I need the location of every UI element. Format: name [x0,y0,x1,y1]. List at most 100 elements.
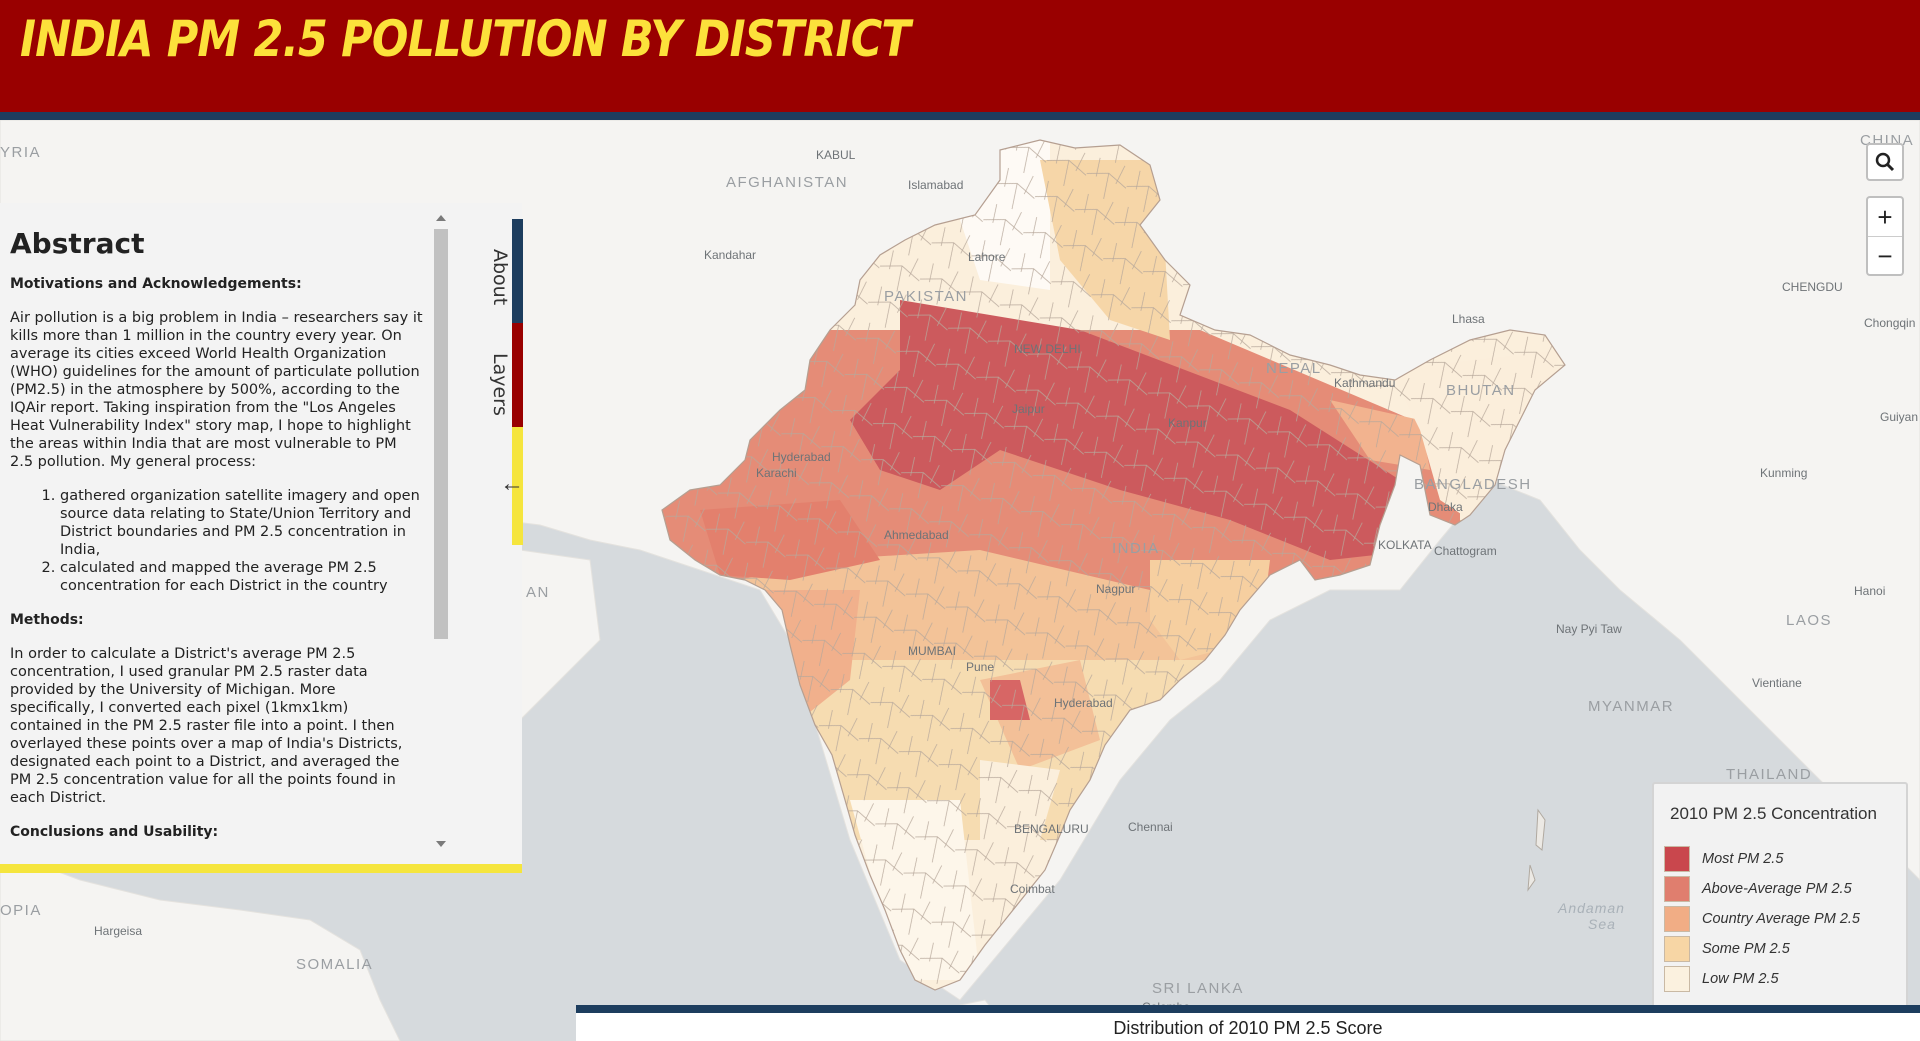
legend: 2010 PM 2.5 Concentration Most PM 2.5 Ab… [1652,782,1908,1041]
methods-text: In order to calculate a District's avera… [10,646,403,806]
legend-title: 2010 PM 2.5 Concentration [1670,804,1877,823]
map-label-laos: LAOS [1786,612,1833,629]
map-label-kandahar: Kandahar [704,248,757,262]
map-label-india: INDIA [1112,540,1160,557]
map-label-somalia: SOMALIA [296,956,374,973]
landmass-africa [0,849,401,1041]
collapse-arrow-icon[interactable]: ← [500,470,524,497]
legend-label: Some PM 2.5 [1702,941,1790,957]
map-label-myanmar: MYANMAR [1588,698,1675,715]
india-outline [661,139,1566,991]
legend-swatch [1664,966,1690,992]
legend-label: Most PM 2.5 [1702,851,1784,867]
abstract-content[interactable]: Abstract Motivations and Acknowledgement… [0,203,432,843]
map-label-lahore: Lahore [968,250,1006,264]
legend-swatch [1664,936,1690,962]
app-header: INDIA PM 2.5 POLLUTION BY DISTRICT [0,0,1920,120]
app-title: INDIA PM 2.5 POLLUTION BY DISTRICT [20,10,911,68]
scrollbar[interactable] [432,215,450,847]
map-label-pune: Pune [966,660,995,674]
tab-about[interactable]: About [480,219,520,323]
map-label-islamabad: Islamabad [908,178,964,192]
map-label-syria: YRIA [0,144,42,161]
map-label-nepal: NEPAL [1266,360,1322,377]
sidebar-panel: Abstract Motivations and Acknowledgement… [0,203,522,873]
map-label-guiyang: Guiyan [1880,410,1919,424]
zoom-out-button[interactable]: − [1868,236,1902,275]
map-label-pakistan: PAKISTAN [884,288,968,305]
conclusions-heading: Conclusions and Usability: [10,824,219,840]
tab-layers-indicator [512,323,523,427]
map-label-kunming: Kunming [1760,466,1808,480]
map-label-kanpur: Kanpur [1168,416,1207,430]
legend-label: Above-Average PM 2.5 [1702,881,1852,897]
tab-about-indicator [512,219,523,323]
map-label-nagpur: Nagpur [1096,582,1136,596]
map-label-kolkata: KOLKATA [1378,538,1432,552]
map-label-srilanka: SRI LANKA [1152,980,1244,997]
distribution-title: Distribution of 2010 PM 2.5 Score [1113,1018,1383,1038]
legend-swatch [1664,876,1690,902]
map-label-hargeisa: Hargeisa [94,924,143,938]
abstract-heading: Abstract [10,227,145,260]
map-label-karachi: Karachi [756,466,797,480]
map-label-kabul: KABUL [816,148,856,162]
legend-label: Low PM 2.5 [1702,971,1779,987]
legend-label: Country Average PM 2.5 [1702,911,1860,927]
process-list: gathered organization satellite imagery … [10,487,424,595]
map-label-dhaka: Dhaka [1428,500,1463,514]
collapse-indicator [512,427,523,545]
legend-item: Low PM 2.5 [1664,966,1779,992]
motivations-text: Air pollution is a big problem in India … [10,310,423,470]
map-label-hyderabad-in: Hyderabad [1054,696,1113,710]
legend-item: Most PM 2.5 [1664,846,1783,872]
map-label-naypyitaw: Nay Pyi Taw [1556,622,1622,636]
map-label-coimbatore: Coimbat [1010,882,1055,896]
map-label-bhutan: BHUTAN [1446,382,1516,399]
list-item: gathered organization satellite imagery … [60,487,424,559]
map-label-ahmedabad: Ahmedabad [884,528,949,542]
map-label-vientiane: Vientiane [1752,676,1802,690]
zoom-control: + − [1866,196,1904,276]
legend-swatch [1664,846,1690,872]
legend-item: Some PM 2.5 [1664,936,1790,962]
tab-about-label: About [489,249,511,306]
map-label-mumbai: MUMBAI [908,644,956,658]
legend-swatch [1664,906,1690,932]
map-label-thailand: THAILAND [1726,766,1813,783]
distribution-panel[interactable]: Distribution of 2010 PM 2.5 Score [576,1005,1920,1041]
zoom-in-button[interactable]: + [1877,201,1893,232]
map-label-newdelhi: NEW DELHI [1014,342,1081,356]
map-label-hanoi: Hanoi [1854,584,1886,598]
map-label-kathmandu: Kathmandu [1334,376,1396,390]
scroll-down-icon[interactable] [436,841,446,847]
tab-layers-label: Layers [489,353,511,416]
search-icon [1875,152,1895,172]
map-label-chattogram: Chattogram [1434,544,1497,558]
legend-item: Above-Average PM 2.5 [1664,876,1852,902]
map-label-jaipur: Jaipur [1012,402,1045,416]
list-item: calculated and mapped the average PM 2.5… [60,559,424,595]
map-label-chengdu: CHENGDU [1782,280,1843,294]
map-label-hyderabad-pk: Hyderabad [772,450,831,464]
map-label-chongqing: Chongqin [1864,316,1916,330]
search-button[interactable] [1866,143,1904,181]
map-label-bengaluru: BENGALURU [1014,822,1089,836]
methods-heading: Methods: [10,612,84,628]
map-label-iran: AN [526,584,550,601]
tab-layers[interactable]: Layers [480,323,520,427]
motivations-heading: Motivations and Acknowledgements: [10,276,302,292]
map-label-andaman-sea: Sea [1588,916,1616,932]
map-label-lhasa: Lhasa [1452,312,1485,326]
map-canvas[interactable] [0,120,1920,1041]
scroll-up-icon[interactable] [436,215,446,221]
andaman-islands [1527,808,1546,892]
map-label-andaman: Andaman [1558,900,1625,916]
scroll-thumb[interactable] [434,229,448,639]
legend-item: Country Average PM 2.5 [1664,906,1860,932]
map-label-afghanistan: AFGHANISTAN [726,174,849,191]
map-label-ethiopia: OPIA [0,902,42,919]
map-view[interactable]: YRIA AFGHANISTAN PAKISTAN NEPAL BHUTAN B… [0,120,1920,1041]
map-label-chennai: Chennai [1128,820,1173,834]
map-label-bangladesh: BANGLADESH [1414,476,1532,493]
